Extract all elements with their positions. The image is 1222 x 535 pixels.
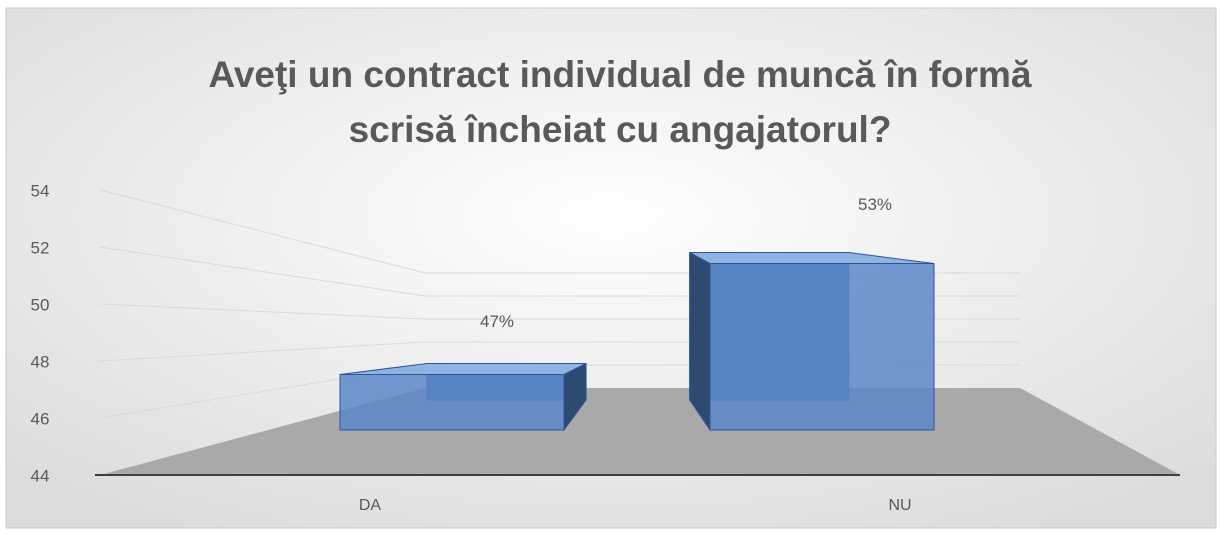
y-tick-label: 44 xyxy=(31,466,50,485)
bar xyxy=(339,362,587,432)
y-tick-label: 54 xyxy=(31,181,50,200)
chart-title: scrisă încheiat cu angajatorul? xyxy=(349,109,892,150)
chart-title: Aveţi un contract individual de muncă în… xyxy=(208,54,1031,95)
y-tick-label: 52 xyxy=(31,238,50,257)
bar-side xyxy=(689,251,711,432)
data-label: 53% xyxy=(858,195,892,214)
y-tick-label: 50 xyxy=(31,295,50,314)
x-tick-label: DA xyxy=(359,497,382,514)
y-tick-label: 46 xyxy=(31,409,50,428)
bar-front xyxy=(339,374,565,431)
data-label: 47% xyxy=(480,312,514,331)
bar xyxy=(689,251,935,432)
x-tick-label: NU xyxy=(888,497,911,514)
bar-front xyxy=(709,263,935,431)
y-tick-label: 48 xyxy=(31,352,50,371)
